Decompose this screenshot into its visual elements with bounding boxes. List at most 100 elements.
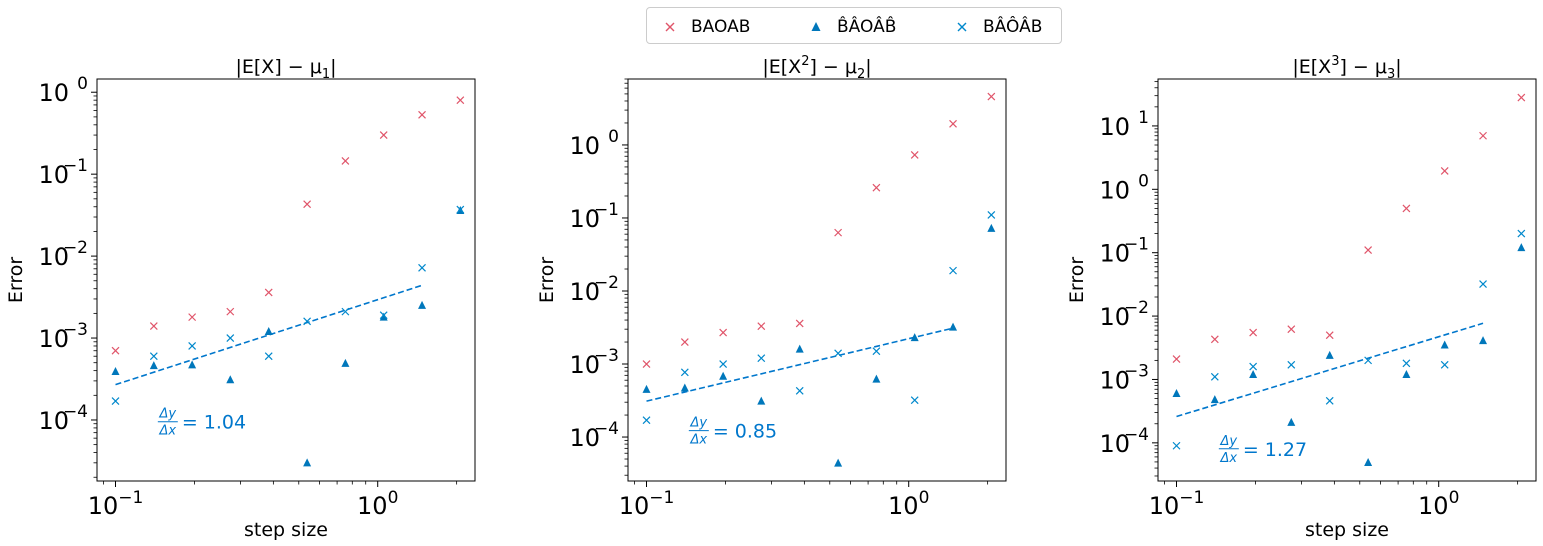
data-point-x (188, 313, 197, 322)
series-3 (642, 211, 996, 425)
series-2 (642, 223, 996, 467)
data-point-triangle (642, 384, 651, 393)
y-tick-exponent: −4 (594, 419, 619, 439)
data-point-x (264, 288, 273, 297)
data-point-x (456, 96, 465, 105)
y-tick-exponent: 0 (1138, 171, 1149, 191)
data-point-x (1402, 204, 1411, 213)
x-axis-label: step size (1305, 519, 1389, 541)
slope-numerator: Δy (159, 407, 177, 422)
data-point-x (1364, 356, 1373, 365)
data-point-x (418, 263, 426, 272)
data-point-x (910, 396, 919, 405)
data-point-x (949, 119, 957, 128)
y-tick-label: 10 (569, 132, 600, 160)
y-tick-exponent: 0 (77, 74, 88, 94)
data-point-x (264, 352, 273, 361)
y-tick-label: 10 (38, 325, 69, 353)
data-point-triangle (719, 371, 728, 380)
data-point-triangle (1517, 243, 1526, 252)
data-point-x (1479, 131, 1487, 140)
slope-denominator: Δx (159, 424, 177, 439)
legend-label: BÂÔÂB (983, 17, 1043, 37)
data-point-triangle (303, 458, 312, 467)
slope-denominator: Δx (1220, 451, 1238, 466)
y-tick-label: 10 (1099, 366, 1130, 394)
data-point-x (987, 211, 996, 219)
data-point-triangle (111, 367, 120, 376)
data-point-triangle (680, 383, 689, 392)
data-point-x (1325, 331, 1334, 340)
legend-item-baoab: BAOAB (661, 16, 750, 38)
data-point-triangle (188, 360, 197, 369)
data-point-x (680, 338, 689, 346)
y-tick-exponent: −3 (63, 320, 88, 340)
y-tick-exponent: −2 (63, 238, 88, 258)
y-tick-label: 10 (1099, 113, 1130, 141)
minor-ticks (624, 78, 989, 485)
series-3 (1172, 229, 1526, 450)
y-tick-label: 10 (1099, 176, 1130, 204)
data-point-x (226, 334, 235, 342)
slope-numerator: Δy (690, 416, 708, 431)
chart-title: |E[X3] − μ3| (1292, 54, 1401, 82)
legend: BAOAB B̂ÂOÂB̂ BÂÔÂB (646, 7, 1062, 44)
data-point-triangle (910, 333, 919, 342)
y-tick-label: 10 (569, 278, 600, 306)
minor-ticks (1154, 81, 1519, 485)
y-tick-exponent: −3 (594, 346, 619, 366)
y-tick-exponent: −1 (594, 200, 619, 220)
slope-value: = 0.85 (713, 421, 777, 443)
chart-title: |E[X] − μ1| (235, 56, 336, 82)
series-3 (111, 205, 465, 406)
data-point-triangle (1249, 369, 1258, 378)
data-point-x (1287, 360, 1296, 369)
y-tick-exponent: −1 (1124, 235, 1149, 255)
y-tick-exponent: −2 (1124, 298, 1149, 318)
series-1 (1172, 93, 1526, 363)
series-1 (111, 96, 465, 355)
data-point-x (1479, 280, 1487, 288)
data-point-triangle (795, 344, 804, 353)
data-point-triangle (1402, 369, 1411, 378)
data-point-x (949, 266, 957, 275)
data-point-triangle (226, 375, 235, 384)
legend-item-hat-baoab: B̂ÂOÂB̂ (807, 16, 896, 38)
data-point-triangle (1440, 340, 1449, 349)
data-point-x (149, 352, 158, 361)
data-point-x (1402, 359, 1411, 368)
slope-value: = 1.27 (1243, 439, 1307, 461)
data-point-x (719, 360, 728, 368)
data-point-x (1440, 360, 1449, 369)
x-marker-icon (665, 22, 675, 32)
data-point-x (834, 228, 843, 237)
data-point-x (111, 346, 120, 355)
data-point-x (1210, 372, 1219, 381)
y-tick-label: 10 (1099, 240, 1130, 268)
data-point-x (1517, 229, 1526, 238)
x-marker-icon (957, 22, 967, 32)
y-tick-exponent: −4 (63, 402, 88, 422)
y-tick-label: 10 (569, 205, 600, 233)
data-point-x (1249, 362, 1258, 371)
slope-annotation: Δy Δx = 1.27 (1218, 434, 1307, 466)
chart-title: |E[X2] − μ2| (762, 54, 871, 82)
data-point-x (341, 307, 350, 316)
data-point-x (379, 131, 388, 139)
axes-frame (1157, 78, 1537, 482)
y-tick-label: 10 (38, 407, 69, 435)
data-point-x (226, 307, 235, 316)
data-point-x (757, 354, 766, 363)
data-point-triangle (418, 300, 427, 309)
data-point-x (303, 200, 312, 209)
data-point-x (1440, 167, 1449, 175)
data-point-x (188, 342, 197, 350)
y-tick-label: 10 (1099, 430, 1130, 458)
data-point-x (341, 157, 350, 165)
data-point-x (987, 92, 996, 101)
data-point-x (418, 110, 426, 119)
